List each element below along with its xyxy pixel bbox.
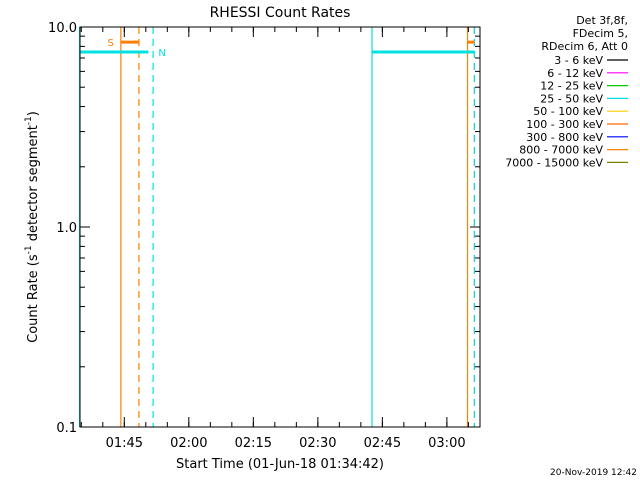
y-tick-label: 10.0 (48, 21, 77, 36)
marker-label-s: S (108, 38, 114, 49)
info-fdecim: FDecim 5, (573, 27, 628, 40)
x-tick-label: 02:45 (364, 436, 401, 451)
y-tick-label: 0.1 (56, 421, 77, 436)
chart-title: RHESSI Count Rates (210, 5, 351, 21)
y-label-mid: detector segment (26, 125, 41, 245)
legend-label: 7000 - 15000 keV (505, 156, 603, 169)
x-tick-label: 02:15 (235, 436, 272, 451)
y-label-main: Count Rate (s (26, 254, 41, 343)
legend-label: 50 - 100 keV (533, 105, 603, 118)
legend-label: 300 - 800 keV (526, 131, 603, 144)
legend-label: 100 - 300 keV (526, 118, 603, 131)
x-tick-label: 02:00 (170, 436, 207, 451)
info-block: Det 3f,8f, FDecim 5, RDecim 6, Att 0 (541, 14, 628, 53)
legend-label: 3 - 6 keV (554, 54, 603, 67)
x-tick-label: 02:30 (299, 436, 336, 451)
info-rdecim: RDecim 6, Att 0 (541, 40, 628, 53)
timestamp: 20-Nov-2019 12:42 (550, 468, 637, 478)
x-tick-label: 01:45 (106, 436, 143, 451)
axis-layer: 10.0 1.0 0.1 01:45 02:00 02:15 02:30 02:45 03:00 (48, 21, 480, 451)
x-axis-label: Start Time (01-Jun-18 01:34:42) (176, 457, 384, 472)
legend-label: 800 - 7000 keV (519, 144, 603, 157)
legend-label: 12 - 25 keV (540, 80, 603, 93)
y-axis-label: Count Rate (s-1 detector segment-1) (24, 111, 41, 343)
y-label-sup1: -1 (24, 245, 34, 254)
legend-label: 6 - 12 keV (547, 67, 603, 80)
legend-label: 25 - 50 keV (540, 92, 603, 105)
x-tick-label: 03:00 (428, 436, 465, 451)
info-detectors: Det 3f,8f, (576, 14, 628, 27)
y-tick-label: 1.0 (56, 221, 77, 236)
plot-layer: SN (78, 27, 476, 427)
y-label-sup2: -1 (24, 116, 34, 125)
y-label-end: ) (26, 111, 41, 116)
marker-label-n: N (158, 48, 165, 59)
